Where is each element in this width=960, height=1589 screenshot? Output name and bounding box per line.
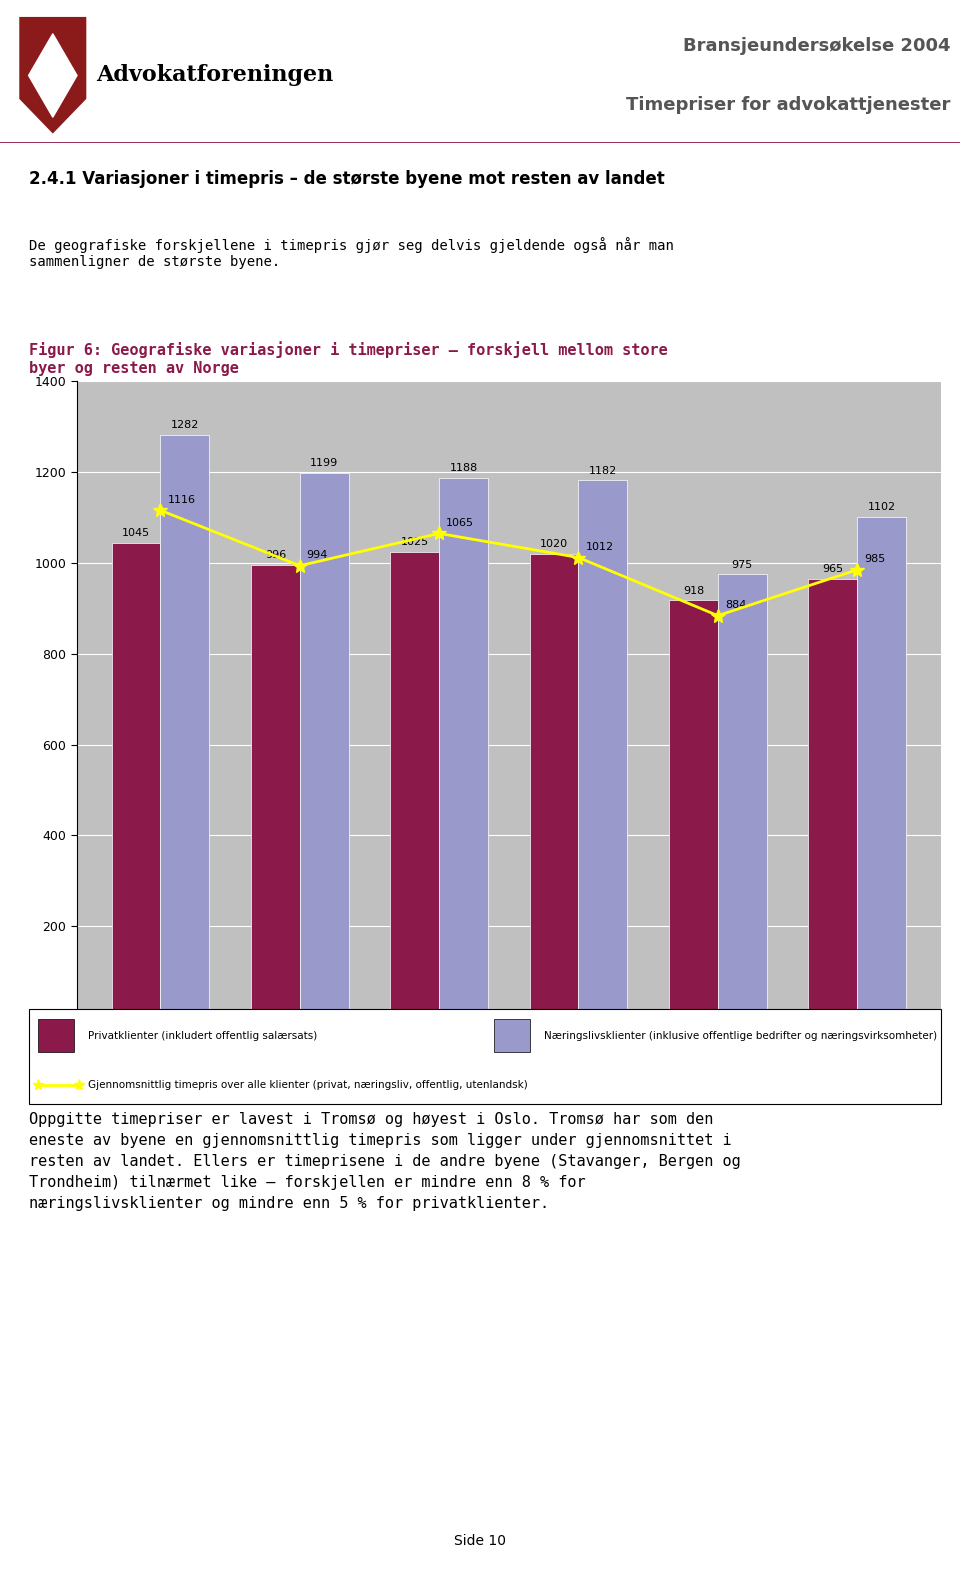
Text: 996: 996 — [265, 550, 286, 561]
Text: 1065: 1065 — [446, 518, 474, 528]
Text: Bransjeundersøkelse 2004: Bransjeundersøkelse 2004 — [683, 37, 950, 54]
Text: Side 10: Side 10 — [454, 1535, 506, 1548]
Text: 1012: 1012 — [586, 542, 613, 551]
Bar — [808, 578, 857, 1017]
Text: 1020: 1020 — [540, 539, 568, 550]
Bar — [493, 1019, 531, 1052]
Text: 1182: 1182 — [588, 466, 617, 475]
Text: 985: 985 — [864, 555, 885, 564]
Text: 918: 918 — [683, 586, 704, 596]
Text: 1045: 1045 — [122, 528, 150, 539]
Bar — [579, 480, 627, 1017]
Bar — [38, 1019, 75, 1052]
Bar — [718, 574, 767, 1017]
Bar — [669, 601, 718, 1017]
Bar — [391, 551, 439, 1017]
Text: 965: 965 — [822, 564, 844, 574]
Text: Advokatforeningen: Advokatforeningen — [96, 65, 333, 86]
Bar — [160, 435, 209, 1017]
Bar — [530, 555, 579, 1017]
Text: 1102: 1102 — [868, 502, 896, 512]
Polygon shape — [29, 33, 77, 118]
Text: Privatklienter (inkludert offentlig salærsats): Privatklienter (inkludert offentlig salæ… — [88, 1031, 318, 1041]
Text: Timepriser for advokattjenester: Timepriser for advokattjenester — [626, 97, 950, 114]
FancyBboxPatch shape — [29, 1009, 941, 1104]
Bar — [111, 542, 160, 1017]
Text: 1199: 1199 — [310, 458, 338, 469]
Text: 1116: 1116 — [167, 494, 196, 505]
Text: 975: 975 — [732, 559, 753, 570]
Text: 1188: 1188 — [449, 462, 478, 474]
Bar — [300, 472, 348, 1017]
Text: 884: 884 — [725, 601, 746, 610]
Text: 994: 994 — [307, 550, 328, 561]
Text: Figur 6: Geografiske variasjoner i timepriser – forskjell mellom store
byer og r: Figur 6: Geografiske variasjoner i timep… — [29, 342, 667, 375]
Text: De geografiske forskjellene i timepris gjør seg delvis gjeldende også når man
sa: De geografiske forskjellene i timepris g… — [29, 237, 674, 269]
Text: Oppgitte timepriser er lavest i Tromsø og høyest i Oslo. Tromsø har som den
enes: Oppgitte timepriser er lavest i Tromsø o… — [29, 1112, 740, 1211]
Bar — [251, 564, 300, 1017]
Text: Næringslivsklienter (inklusive offentlige bedrifter og næringsvirksomheter): Næringslivsklienter (inklusive offentlig… — [544, 1031, 937, 1041]
Text: Gjennomsnittlig timepris over alle klienter (privat, næringsliv, offentlig, uten: Gjennomsnittlig timepris over alle klien… — [88, 1081, 528, 1090]
Text: 2.4.1 Variasjoner i timepris – de største byene mot resten av landet: 2.4.1 Variasjoner i timepris – de størst… — [29, 170, 664, 188]
Polygon shape — [18, 16, 87, 135]
Text: 1282: 1282 — [171, 421, 199, 431]
Bar — [857, 516, 906, 1017]
Text: 1025: 1025 — [400, 537, 429, 547]
Bar — [439, 478, 488, 1017]
